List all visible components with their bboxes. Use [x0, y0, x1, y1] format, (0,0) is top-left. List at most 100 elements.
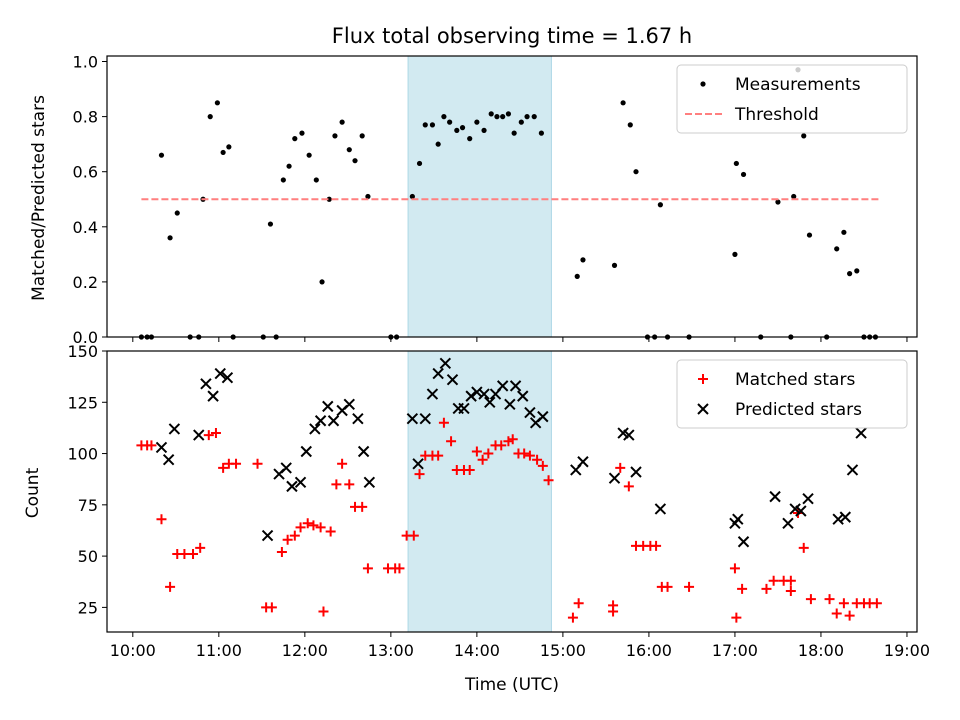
measurement-point	[841, 229, 847, 235]
predicted-star-point	[207, 390, 219, 402]
matched-star-point	[266, 602, 277, 613]
measurement-point	[226, 144, 232, 150]
measurement-point	[538, 130, 544, 136]
matched-star-point	[231, 458, 242, 469]
matched-star-point	[315, 522, 326, 533]
predicted-star-point	[855, 427, 867, 439]
matched-star-point	[567, 612, 578, 623]
measurement-point	[627, 122, 633, 128]
matched-star-point	[543, 475, 554, 486]
matched-star-point	[761, 583, 772, 594]
measurement-point	[459, 125, 466, 131]
measurement-point	[474, 119, 480, 125]
y-tick-label: 75	[78, 496, 98, 515]
predicted-star-point	[439, 357, 452, 370]
measurement-point	[326, 196, 332, 202]
legend-marker	[697, 403, 709, 415]
x-tick-label: 14:00	[454, 641, 500, 660]
matched-star-point	[507, 434, 518, 445]
predicted-star-point	[261, 529, 274, 542]
predicted-star-point	[509, 380, 522, 392]
series-matched-stars	[136, 417, 882, 623]
matched-star-point	[838, 598, 849, 609]
matched-star-point	[308, 520, 319, 531]
predicted-star-point	[322, 400, 334, 413]
measurement-point	[733, 160, 739, 167]
bottom-panel: 10:00 11:00 12:00 13:00 14:00 15:00 16:00 17:00…	[67, 342, 930, 660]
predicted-star-point	[630, 466, 642, 478]
predicted-star-point	[478, 388, 490, 400]
matched-star-point	[483, 448, 494, 459]
measurement-point	[332, 133, 338, 139]
matched-star-point	[203, 430, 214, 441]
predicted-star-point	[471, 386, 483, 398]
matched-star-point	[394, 563, 405, 574]
predicted-star-point	[294, 476, 307, 488]
matched-star-point	[210, 428, 221, 439]
matched-star-point	[684, 581, 695, 592]
predicted-star-point	[846, 464, 859, 476]
measurement-point	[524, 114, 530, 120]
axes-frame	[106, 55, 918, 338]
x-tick-label: 16:00	[626, 641, 672, 660]
matched-star-point	[615, 462, 626, 473]
predicted-star-point	[419, 412, 431, 425]
matched-star-point	[337, 458, 348, 469]
predicted-star-point	[504, 398, 516, 411]
matched-star-point	[729, 563, 740, 574]
measurement-point	[657, 202, 663, 208]
matched-star-point	[623, 481, 634, 492]
matched-star-point	[464, 464, 475, 475]
measurement-point	[740, 171, 747, 178]
measurement-point	[775, 199, 781, 205]
matched-star-point	[146, 440, 157, 451]
predicted-star-point	[214, 367, 226, 380]
top-y-axis-label: Matched/Predicted stars	[29, 95, 49, 301]
measurement-point	[416, 160, 423, 167]
top-panel: 0.0 0.2 0.4 0.6 0.8 1.0 Measurements Threshold	[73, 53, 918, 347]
measurement-point	[481, 127, 487, 133]
measurement-point	[306, 152, 312, 158]
predicted-star-point	[280, 462, 292, 474]
predicted-star-point	[412, 458, 424, 470]
predicted-star-point	[769, 490, 781, 503]
matched-star-point	[532, 454, 543, 465]
predicted-star-point	[309, 423, 321, 435]
matched-star-point	[537, 460, 548, 471]
measurement-point	[806, 232, 813, 238]
legend: Matched stars Predicted stars	[676, 359, 908, 429]
x-tick-label: 18:00	[798, 641, 844, 660]
x-tick-label: 12:00	[282, 641, 328, 660]
axes-frame	[106, 350, 918, 633]
y-tick-label: 125	[67, 393, 98, 412]
predicted-star-point	[406, 412, 419, 425]
legend-label: Measurements	[735, 75, 861, 95]
measurement-point	[352, 158, 358, 164]
measurement-point	[339, 119, 345, 125]
matched-star-point	[831, 608, 842, 619]
matched-star-point	[331, 479, 342, 490]
measurement-point	[500, 114, 506, 120]
predicted-star-point	[352, 412, 364, 425]
matched-star-point	[844, 610, 855, 621]
matched-star-point	[344, 479, 355, 490]
measurement-point	[847, 271, 853, 277]
measurement-point	[488, 111, 494, 117]
matched-star-point	[289, 530, 300, 541]
predicted-star-point	[795, 505, 807, 517]
measurement-point	[174, 210, 180, 216]
y-tick-label: 150	[67, 342, 98, 361]
legend-marker	[700, 81, 706, 87]
predicted-star-point	[357, 445, 370, 458]
predicted-star-point	[343, 398, 355, 411]
matched-star-point	[282, 534, 293, 545]
measurement-point	[441, 114, 447, 120]
predicted-star-point	[221, 371, 234, 384]
measurement-point	[435, 141, 441, 147]
predicted-star-point	[577, 456, 589, 468]
legend-label: Threshold	[734, 105, 819, 125]
measurement-point	[365, 193, 371, 200]
measurement-point	[447, 119, 453, 125]
y-tick-label: 0.6	[73, 163, 98, 182]
predicted-star-point	[363, 476, 376, 488]
